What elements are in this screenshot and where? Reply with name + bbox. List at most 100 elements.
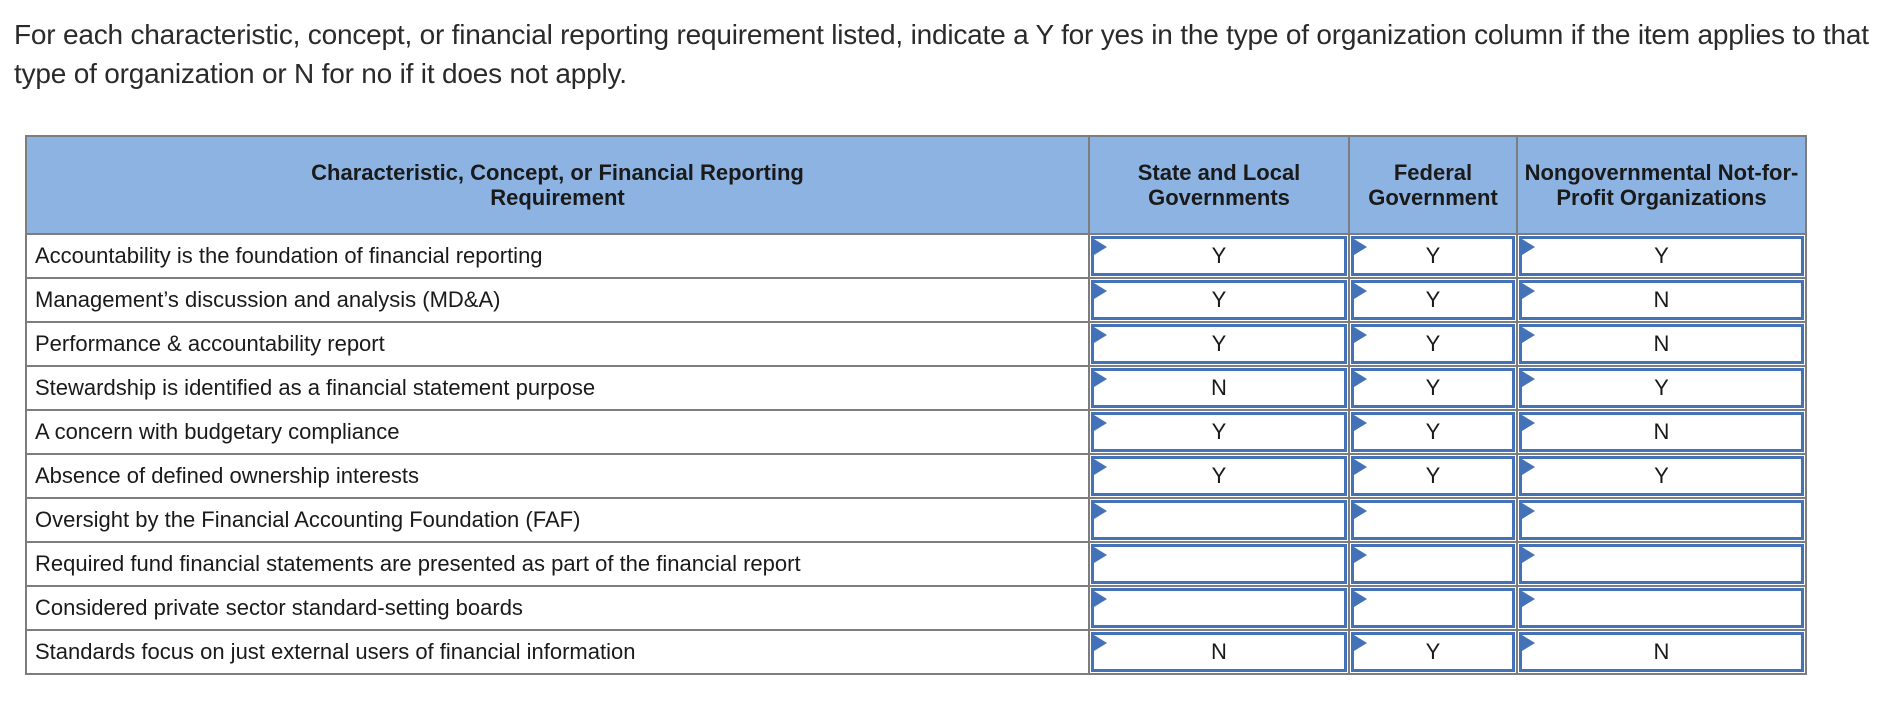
answer-value: Y <box>1211 419 1227 444</box>
cell-marker-icon <box>1094 503 1107 519</box>
answer-input-cell[interactable]: N <box>1519 412 1804 452</box>
answer-input-cell[interactable] <box>1091 588 1347 628</box>
cell-marker-icon <box>1354 503 1367 519</box>
answer-input-cell[interactable] <box>1091 544 1347 584</box>
table-row: Oversight by the Financial Accounting Fo… <box>25 497 1807 543</box>
cell-marker-icon <box>1094 283 1107 299</box>
answer-input-cell[interactable] <box>1519 500 1804 540</box>
answer-input-cell[interactable]: Y <box>1351 324 1515 364</box>
cell-marker-icon <box>1094 327 1107 343</box>
answer-input-cell[interactable]: Y <box>1351 368 1515 408</box>
answer-cell: N <box>1088 629 1350 675</box>
answer-value: N <box>1211 375 1227 400</box>
row-label: Considered private sector standard-setti… <box>25 585 1090 631</box>
answer-input-cell[interactable] <box>1351 544 1515 584</box>
answer-value: Y <box>1425 639 1441 664</box>
cell-marker-icon <box>1522 503 1535 519</box>
answer-value: Y <box>1211 331 1227 356</box>
answer-cell <box>1516 541 1807 587</box>
answer-value: Y <box>1211 287 1227 312</box>
answer-input-cell[interactable] <box>1091 500 1347 540</box>
row-label: Accountability is the foundation of fina… <box>25 233 1090 279</box>
answer-input-cell[interactable]: Y <box>1091 412 1347 452</box>
cell-marker-icon <box>1094 459 1107 475</box>
answer-value: Y <box>1654 375 1669 400</box>
answer-cell <box>1516 585 1807 631</box>
header-state-local-governments: State and Local Governments <box>1088 135 1350 235</box>
cell-marker-icon <box>1354 415 1367 431</box>
header-label: Federal Government <box>1368 160 1498 210</box>
answer-input-cell[interactable]: Y <box>1351 412 1515 452</box>
answer-input-cell[interactable]: Y <box>1351 632 1515 672</box>
answer-cell <box>1088 497 1350 543</box>
cell-marker-icon <box>1522 239 1535 255</box>
answer-input-cell[interactable]: Y <box>1351 236 1515 276</box>
cell-marker-icon <box>1522 459 1535 475</box>
header-label: Nongovernmental Not-for-Profit Organizat… <box>1524 160 1799 210</box>
cell-marker-icon <box>1094 547 1107 563</box>
cell-marker-icon <box>1094 371 1107 387</box>
cell-marker-icon <box>1522 547 1535 563</box>
table-row: Stewardship is identified as a financial… <box>25 365 1807 411</box>
cell-marker-icon <box>1354 239 1367 255</box>
answer-value: N <box>1211 639 1227 664</box>
answer-value: Y <box>1425 331 1441 356</box>
answer-cell <box>1348 541 1518 587</box>
answer-input-cell[interactable]: N <box>1519 632 1804 672</box>
answer-value: Y <box>1211 243 1227 268</box>
cell-marker-icon <box>1354 547 1367 563</box>
answer-cell: Y <box>1516 453 1807 499</box>
cell-marker-icon <box>1522 327 1535 343</box>
header-row: Characteristic, Concept, or Financial Re… <box>25 135 1807 235</box>
answer-cell: Y <box>1088 277 1350 323</box>
answer-input-cell[interactable]: N <box>1519 280 1804 320</box>
answer-cell: Y <box>1348 365 1518 411</box>
answer-input-cell[interactable] <box>1351 500 1515 540</box>
answer-input-cell[interactable]: Y <box>1351 280 1515 320</box>
header-label: Characteristic, Concept, or Financial Re… <box>311 160 804 210</box>
cell-marker-icon <box>1094 591 1107 607</box>
instructions-text: For each characteristic, concept, or fin… <box>14 19 1869 89</box>
answer-cell: Y <box>1088 233 1350 279</box>
table-row: Management’s discussion and analysis (MD… <box>25 277 1807 323</box>
answer-value: Y <box>1654 463 1669 488</box>
answer-cell: N <box>1516 277 1807 323</box>
answer-input-cell[interactable]: Y <box>1519 368 1804 408</box>
cell-marker-icon <box>1354 635 1367 651</box>
answer-input-cell[interactable] <box>1519 588 1804 628</box>
answer-cell <box>1088 541 1350 587</box>
answer-input-cell[interactable] <box>1351 588 1515 628</box>
answer-input-cell[interactable]: Y <box>1091 324 1347 364</box>
cell-marker-icon <box>1354 591 1367 607</box>
answer-cell: N <box>1088 365 1350 411</box>
header-nongovernmental-nfp: Nongovernmental Not-for-Profit Organizat… <box>1516 135 1807 235</box>
answer-input-cell[interactable]: N <box>1519 324 1804 364</box>
answer-value: Y <box>1425 463 1441 488</box>
header-federal-government: Federal Government <box>1348 135 1518 235</box>
answer-input-cell[interactable]: Y <box>1091 280 1347 320</box>
cell-marker-icon <box>1522 591 1535 607</box>
row-label: Stewardship is identified as a financial… <box>25 365 1090 411</box>
answer-input-cell[interactable]: Y <box>1519 456 1804 496</box>
row-label: Required fund financial statements are p… <box>25 541 1090 587</box>
answer-input-cell[interactable]: Y <box>1091 456 1347 496</box>
answer-input-cell[interactable]: Y <box>1519 236 1804 276</box>
cell-marker-icon <box>1522 415 1535 431</box>
answer-cell: Y <box>1516 233 1807 279</box>
cell-marker-icon <box>1094 415 1107 431</box>
answer-input-cell[interactable]: Y <box>1091 236 1347 276</box>
cell-marker-icon <box>1522 283 1535 299</box>
answer-cell <box>1348 497 1518 543</box>
answer-input-cell[interactable]: Y <box>1351 456 1515 496</box>
answer-cell: N <box>1516 321 1807 367</box>
answer-cell <box>1088 585 1350 631</box>
table-row: Considered private sector standard-setti… <box>25 585 1807 631</box>
answer-input-cell[interactable]: N <box>1091 632 1347 672</box>
answer-cell: N <box>1516 629 1807 675</box>
answer-input-cell[interactable] <box>1519 544 1804 584</box>
answer-cell: Y <box>1348 409 1518 455</box>
cell-marker-icon <box>1522 371 1535 387</box>
answer-input-cell[interactable]: N <box>1091 368 1347 408</box>
answer-cell: Y <box>1348 321 1518 367</box>
row-label: Management’s discussion and analysis (MD… <box>25 277 1090 323</box>
